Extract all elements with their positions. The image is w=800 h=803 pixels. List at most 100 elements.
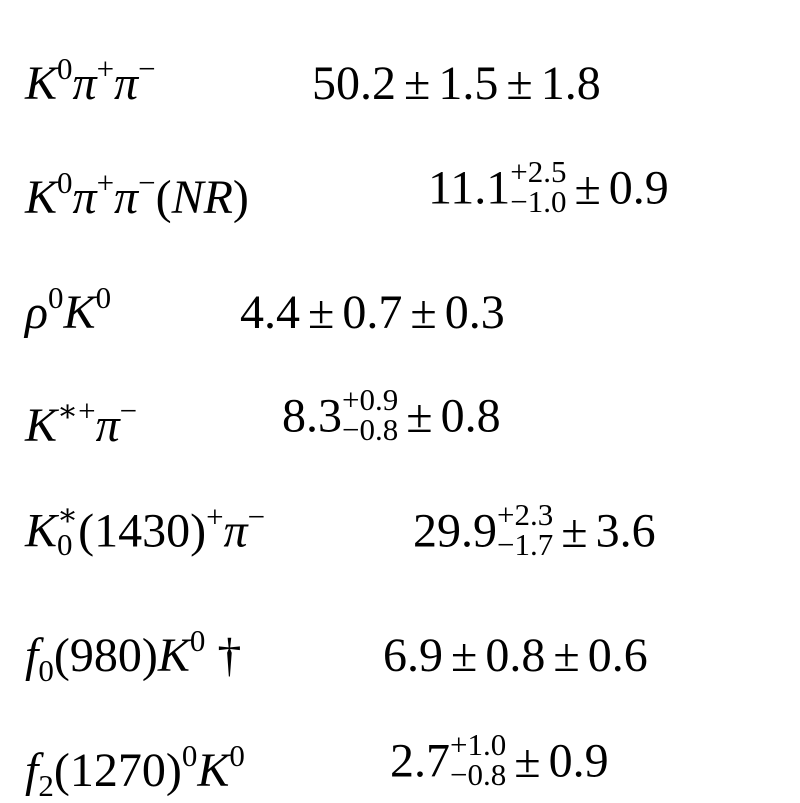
asymmetric-error: +2.5 −1.0: [510, 154, 567, 219]
math-symbol: π: [72, 171, 97, 224]
minus-error: −1.0: [510, 183, 567, 219]
math-symbol: K: [157, 629, 190, 682]
branching-fraction: 4.4 ±0.7 ±0.3: [240, 289, 505, 337]
table-row: K0π+π−(NR) 11.1 +2.5 −1.0 ±0.9: [0, 122, 800, 222]
superscript: 0: [57, 51, 73, 86]
minus-error: −0.8: [342, 411, 399, 447]
superscript: 0: [48, 280, 64, 315]
table-row: f2(1270)0K0 2.7 +1.0 −0.8 ±0.9: [0, 695, 800, 801]
math-symbol: K: [25, 171, 58, 224]
math-symbol: π: [223, 504, 248, 558]
decay-mode: K ∗ 0 (1430)+π−: [25, 499, 265, 565]
syst-error: 3.6: [595, 504, 656, 558]
branching-fraction: 2.7 +1.0 −0.8 ±0.9: [390, 729, 609, 795]
math-symbol: f: [25, 629, 39, 682]
math-text: (980): [53, 629, 158, 682]
asymmetric-error: +2.3 −1.7: [497, 497, 554, 562]
central-value: 6.9: [383, 629, 443, 682]
plus-error: +0.9: [342, 382, 399, 418]
minus-error: −1.7: [497, 526, 554, 562]
central-value: 11.1: [428, 161, 511, 215]
math-symbol: f: [25, 744, 39, 797]
central-value: 8.3: [282, 389, 342, 443]
plus-error: +2.5: [510, 154, 567, 190]
math-symbol: π: [95, 399, 120, 452]
branching-fraction: 50.2 ±1.5 ±1.8: [312, 60, 601, 108]
plus-error: +1.0: [450, 727, 507, 763]
table-row: ρ0K0 4.4 ±0.7 ±0.3: [0, 237, 800, 337]
superscript: +: [96, 165, 115, 200]
superscript: 0: [189, 623, 206, 658]
stat-error: 0.7: [342, 286, 403, 339]
syst-error: 1.8: [540, 57, 601, 110]
math-symbol: NR: [171, 171, 233, 224]
plus-minus-sign: ±: [506, 57, 533, 110]
decay-mode: f2(1270)0K0: [25, 740, 245, 801]
math-symbol: K: [197, 744, 230, 797]
table-row: f0(980)K0 † 6.9 ±0.8 ±0.6: [0, 580, 800, 686]
central-value: 2.7: [390, 734, 450, 788]
math-text: †: [205, 629, 242, 682]
superscript: −: [247, 498, 266, 534]
math-symbol: K: [63, 286, 96, 339]
superscript: +: [206, 498, 224, 534]
plus-minus-sign: ±: [553, 629, 580, 682]
decay-mode: K0π+π−: [25, 53, 156, 110]
superscript: 0: [57, 165, 73, 200]
plus-minus-sign: ±: [561, 504, 588, 558]
plus-minus-sign: ±: [406, 389, 433, 443]
superscript: +: [96, 51, 115, 86]
superscript: −: [119, 393, 138, 428]
central-value: 50.2: [312, 57, 396, 110]
superscript: −: [138, 51, 156, 86]
plus-error: +2.3: [497, 497, 554, 533]
math-symbol: K: [25, 399, 58, 452]
syst-error: 0.9: [548, 734, 609, 788]
math-text: (1430): [78, 504, 207, 558]
table-row: K∗+π− 8.3 +0.9 −0.8 ±0.8: [0, 350, 800, 450]
minus-error: −0.8: [450, 756, 507, 792]
stat-error: 0.8: [485, 629, 546, 682]
math-symbol: π: [72, 57, 97, 110]
decay-mode: K∗+π−: [25, 395, 137, 452]
central-value: 4.4: [240, 286, 300, 339]
superscript: ∗+: [57, 393, 96, 428]
math-text: (1270): [53, 744, 182, 797]
branching-fraction: 8.3 +0.9 −0.8 ±0.8: [282, 384, 501, 450]
plus-minus-sign: ±: [574, 161, 601, 215]
plus-minus-sign: ±: [514, 734, 541, 788]
subscript: 0: [38, 653, 54, 688]
subscript: 0: [57, 526, 73, 562]
syst-error: 0.3: [444, 286, 505, 339]
branching-fraction: 6.9 ±0.8 ±0.6: [383, 632, 648, 680]
plus-minus-sign: ±: [410, 286, 437, 339]
stat-error: 1.5: [438, 57, 499, 110]
syst-error: 0.8: [440, 389, 501, 443]
decay-mode: K0π+π−(NR): [25, 167, 249, 224]
table-row: K ∗ 0 (1430)+π− 29.9 +2.3 −1.7 ±3.6: [0, 465, 800, 565]
math-text: (: [155, 171, 172, 224]
branching-fraction: 11.1 +2.5 −1.0 ±0.9: [428, 156, 669, 222]
asymmetric-error: +0.9 −0.8: [342, 382, 399, 447]
math-text: ): [232, 171, 249, 224]
decay-mode: ρ0K0: [25, 282, 111, 339]
plus-minus-sign: ±: [308, 286, 335, 339]
syst-error: 0.6: [587, 629, 648, 682]
math-symbol: π: [114, 57, 139, 110]
syst-error: 0.9: [608, 161, 669, 215]
decay-mode: f0(980)K0 †: [25, 625, 242, 686]
subscript: 2: [38, 768, 54, 803]
plus-minus-sign: ±: [451, 629, 478, 682]
superscript: 0: [229, 738, 245, 773]
math-symbol: ρ: [25, 286, 49, 339]
plus-minus-sign: ±: [404, 57, 431, 110]
math-symbol: K: [25, 57, 58, 110]
math-symbol: π: [114, 171, 139, 224]
sup-sub-stack: ∗ 0: [57, 499, 78, 562]
table-row: K0π+π− 50.2 ±1.5 ±1.8: [0, 8, 800, 108]
branching-fraction: 29.9 +2.3 −1.7 ±3.6: [413, 499, 656, 565]
asymmetric-error: +1.0 −0.8: [450, 727, 507, 792]
superscript: 0: [181, 738, 198, 773]
math-symbol: K: [25, 504, 58, 558]
central-value: 29.9: [413, 504, 497, 558]
